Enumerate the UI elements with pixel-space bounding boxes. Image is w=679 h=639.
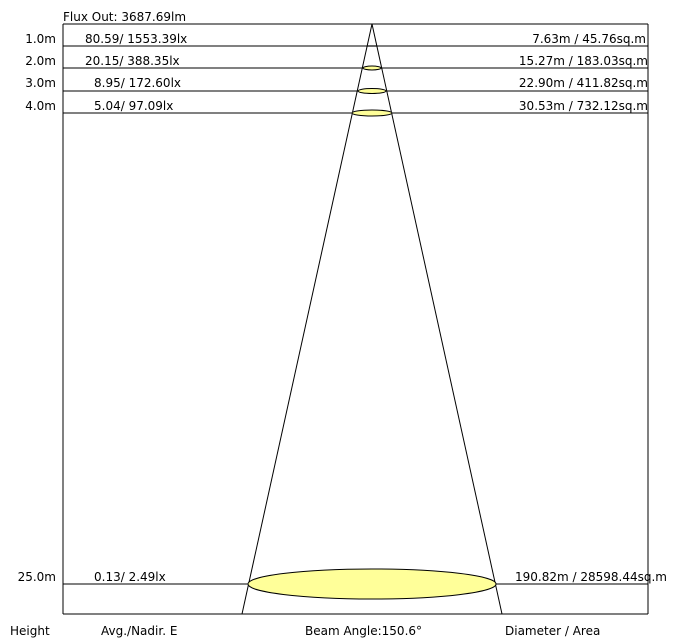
footer-illuminance-label: Avg./Nadir. E — [101, 624, 178, 638]
beam-angle-label: Beam Angle:150.6° — [305, 624, 423, 638]
illuminance-label-4m: 5.04/ 97.09lx — [94, 99, 174, 113]
spot-2m — [362, 65, 382, 71]
beam-edge-left — [241, 23, 373, 615]
illuminance-label-3m: 8.95/ 172.60lx — [94, 76, 181, 90]
spot-25m — [247, 568, 497, 600]
diameter-area-label-2m: 15.27m / 183.03sq.m — [518, 54, 648, 68]
diameter-area-label-3m: 22.90m / 411.82sq.m — [518, 76, 648, 90]
spot-3m — [357, 88, 387, 94]
height-label-4m: 4.0m — [25, 99, 56, 113]
height-label-3m: 3.0m — [25, 76, 56, 90]
footer-diameter-area-label: Diameter / Area — [505, 624, 601, 638]
footer-height-label: Height — [10, 624, 50, 638]
height-label-25m: 25.0m — [17, 570, 56, 584]
illuminance-label-1m: 80.59/ 1553.39lx — [85, 32, 188, 46]
illuminance-label-2m: 20.15/ 388.35lx — [85, 54, 180, 68]
illuminance-label-25m: 0.13/ 2.49lx — [94, 570, 166, 584]
flux-out-label: Flux Out: 3687.69lm — [63, 10, 187, 24]
height-label-1m: 1.0m — [25, 32, 56, 46]
diameter-area-label-1m: 7.63m / 45.76sq.m — [532, 32, 646, 46]
diameter-area-label-25m: 190.82m / 28598.44sq.m — [515, 570, 667, 584]
beam-edge-right — [371, 23, 503, 615]
diameter-area-label-4m: 30.53m / 732.12sq.m — [518, 99, 648, 113]
height-label-2m: 2.0m — [25, 54, 56, 68]
spot-4m — [351, 109, 393, 117]
